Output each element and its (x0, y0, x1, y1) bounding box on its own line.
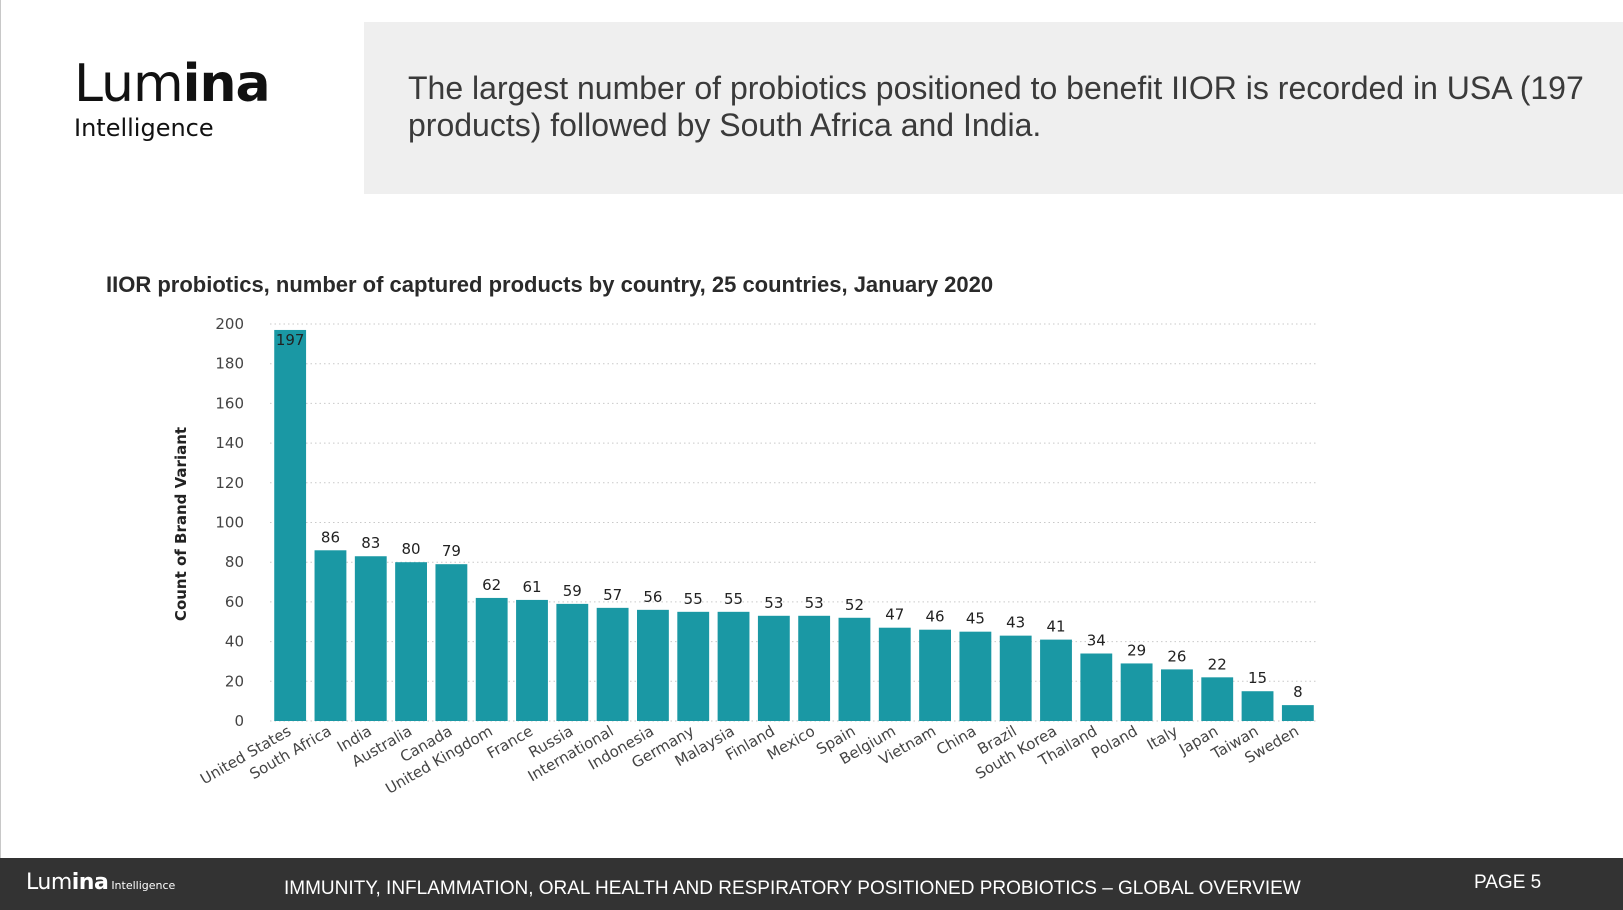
data-label: 79 (442, 542, 461, 560)
data-label: 55 (724, 590, 743, 608)
data-label: 55 (684, 590, 703, 608)
chart-title: IIOR probiotics, number of captured prod… (106, 272, 994, 297)
y-tick-label: 160 (215, 394, 244, 412)
bar-belgium (878, 627, 911, 721)
bar-south-korea (1040, 639, 1072, 721)
data-label: 62 (482, 576, 501, 594)
data-label: 45 (966, 610, 985, 628)
data-label: 83 (361, 534, 380, 552)
data-label: 43 (1006, 614, 1025, 632)
x-tick-label: China (933, 722, 979, 759)
data-label: 80 (402, 540, 421, 558)
x-tick-label: France (484, 722, 536, 763)
data-label: 86 (321, 528, 340, 546)
y-tick-label: 0 (234, 712, 244, 730)
footer-bar: Lumina Intelligence IMMUNITY, INFLAMMATIO… (0, 858, 1623, 910)
data-label: 22 (1208, 655, 1227, 673)
data-label: 26 (1167, 647, 1186, 665)
data-label: 53 (764, 594, 783, 612)
x-tick-label: Italy (1144, 722, 1181, 754)
bar-united-kingdom (475, 597, 508, 721)
headline-panel: The largest number of probiotics positio… (364, 22, 1623, 194)
y-tick-label: 20 (225, 672, 244, 690)
logo-wordmark: Lumina (74, 54, 271, 114)
bar-france (516, 599, 548, 721)
data-label: 47 (885, 606, 904, 624)
logo-word-thin: Lum (74, 54, 184, 114)
bar-spain (838, 617, 871, 721)
data-label: 61 (522, 578, 541, 596)
page-number: PAGE 5 (1474, 872, 1542, 893)
x-tick-label: Poland (1088, 722, 1140, 763)
y-tick-label: 40 (225, 633, 244, 651)
data-label: 15 (1248, 669, 1267, 687)
y-tick-label: 120 (215, 474, 244, 492)
bar-thailand (1080, 653, 1113, 721)
bar-taiwan (1241, 691, 1274, 721)
data-label: 197 (276, 331, 305, 349)
bar-malaysia (717, 611, 750, 721)
footer-logo-word-thin: Lum (26, 870, 72, 895)
bar-indonesia (637, 609, 669, 721)
y-tick-label: 140 (215, 434, 244, 452)
y-tick-label: 80 (225, 553, 244, 571)
data-label: 41 (1046, 618, 1065, 636)
logo-subtitle: Intelligence (74, 114, 214, 142)
bar-germany (677, 611, 710, 721)
bar-brazil (999, 635, 1032, 721)
bar-italy (1161, 669, 1193, 721)
data-label: 56 (643, 588, 662, 606)
bar-china (959, 631, 992, 721)
data-label: 52 (845, 596, 864, 614)
bar-united-states (274, 329, 307, 721)
data-label: 59 (563, 582, 582, 600)
bar-mexico (798, 615, 831, 721)
y-axis-ticks: 0 20 40 60 80 100 120 140 160 180 200 (215, 315, 244, 730)
data-labels: 197 86 83 80 79 62 61 59 57 56 55 55 53 53 52 47 46 45 43 4… (276, 331, 1303, 701)
chart-gridlines (270, 323, 1318, 722)
data-label: 8 (1293, 683, 1303, 701)
bar-international (596, 607, 629, 721)
data-label: 53 (805, 594, 824, 612)
y-tick-label: 60 (225, 593, 244, 611)
bar-finland (757, 615, 790, 721)
y-tick-label: 200 (215, 315, 244, 333)
data-label: 46 (926, 608, 945, 626)
bar-south-africa (314, 550, 347, 721)
bar-sweden (1281, 705, 1314, 721)
chart-bars (274, 329, 1314, 721)
bar-poland (1120, 663, 1153, 721)
bar-vietnam (919, 629, 951, 721)
footer-title: IMMUNITY, INFLAMMATION, ORAL HEALTH AND … (284, 878, 1301, 899)
data-label: 34 (1087, 632, 1106, 650)
bar-india (354, 556, 387, 721)
lumina-logo: Lumina Intelligence (74, 54, 271, 142)
logo-word-bold: ina (182, 54, 271, 114)
left-border (0, 0, 1, 858)
headline-text: The largest number of probiotics positio… (408, 70, 1584, 143)
bar-japan (1201, 677, 1234, 721)
footer-logo-sub: Intelligence (111, 879, 176, 892)
y-tick-label: 180 (215, 355, 244, 373)
footer-logo-word: Lumina (26, 870, 109, 895)
footer-logo: Lumina Intelligence (26, 870, 175, 895)
y-tick-label: 100 (215, 514, 244, 532)
footer-logo-word-bold: ina (71, 870, 109, 895)
bar-canada (435, 564, 468, 721)
bar-russia (556, 603, 589, 721)
data-label: 29 (1127, 641, 1146, 659)
bar-australia (395, 562, 427, 721)
bar-chart: 0 20 40 60 80 100 120 140 160 180 200 Count of Bra… (172, 315, 1318, 798)
y-axis-label: Count of Brand Variant (172, 427, 190, 621)
data-label: 57 (603, 586, 622, 604)
